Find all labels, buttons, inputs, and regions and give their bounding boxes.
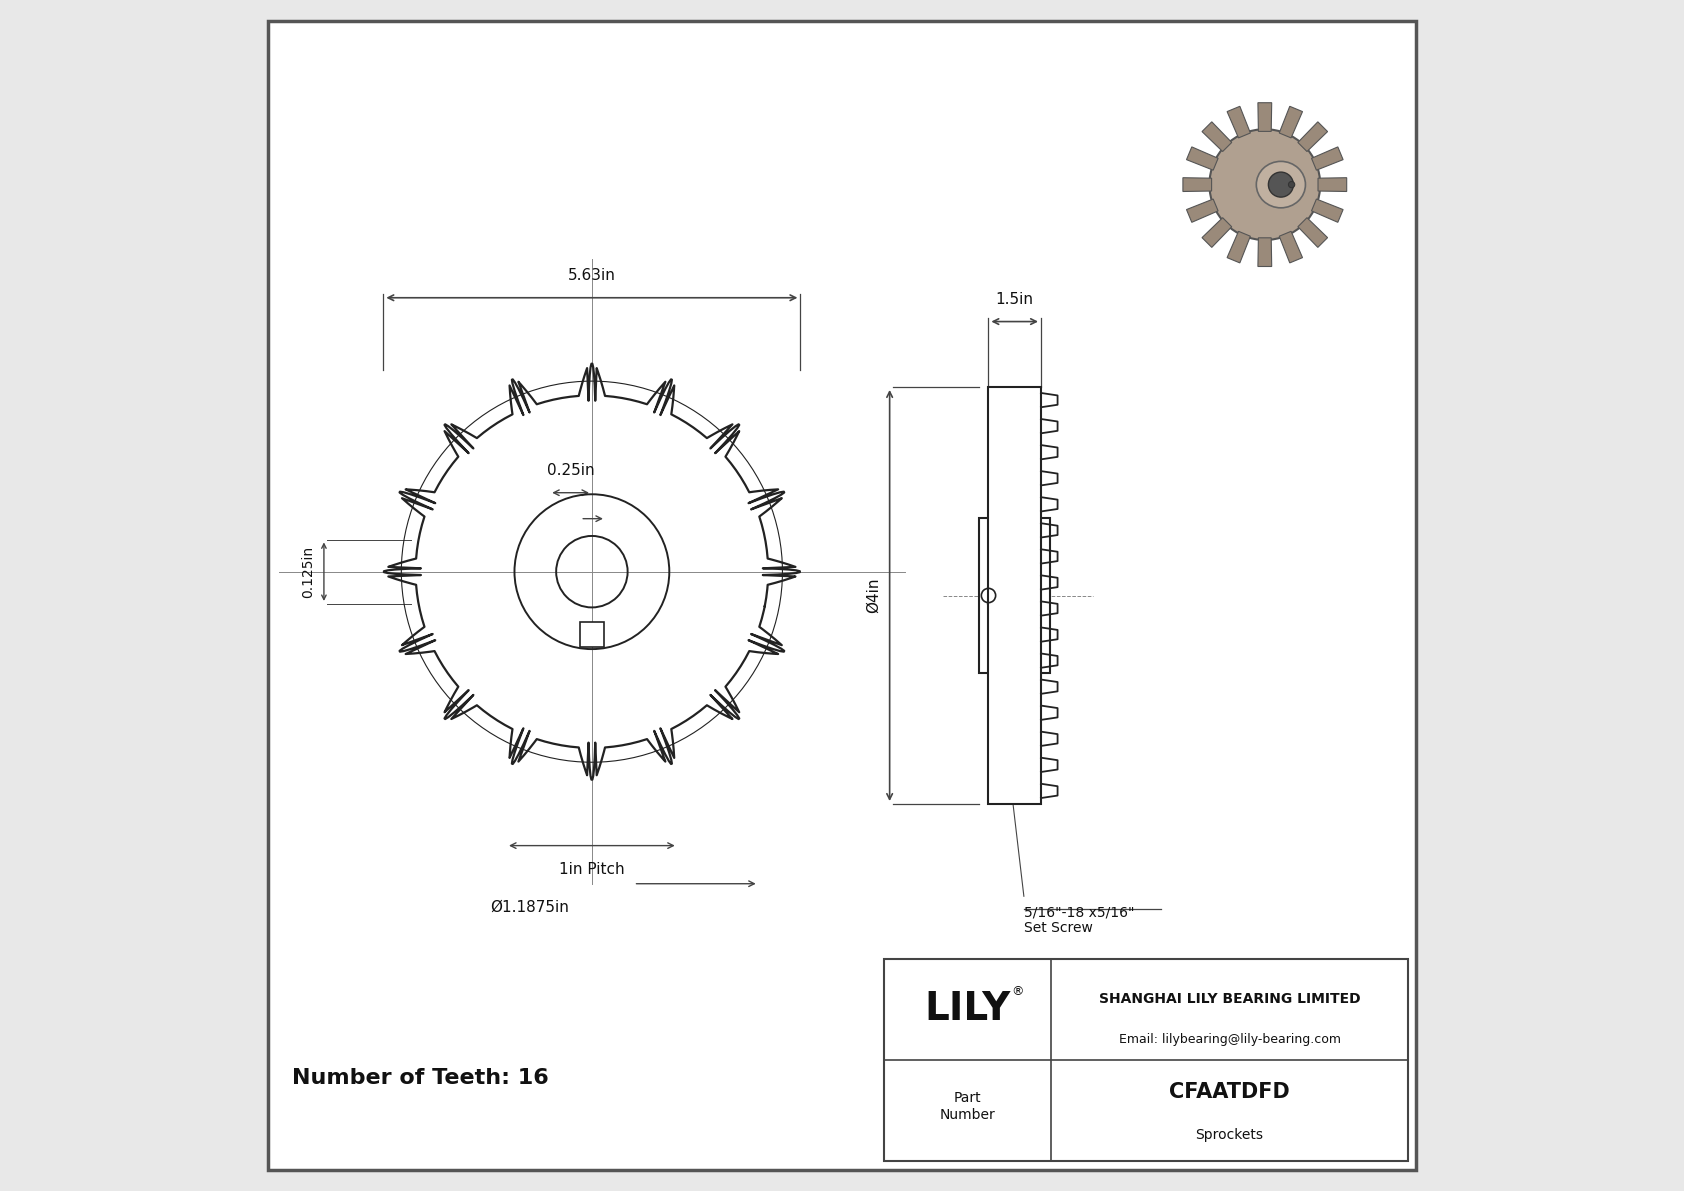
Text: 5/16"-18 x5/16"
Set Screw: 5/16"-18 x5/16" Set Screw — [1024, 905, 1135, 935]
Text: 0.25in: 0.25in — [547, 463, 594, 479]
Polygon shape — [1280, 231, 1302, 263]
Text: 1in Pitch: 1in Pitch — [559, 862, 625, 878]
Circle shape — [1268, 173, 1293, 197]
Text: Number of Teeth: 16: Number of Teeth: 16 — [291, 1068, 549, 1087]
Text: CFAATDFD: CFAATDFD — [1169, 1083, 1290, 1103]
Polygon shape — [1182, 177, 1211, 192]
Polygon shape — [1187, 199, 1218, 223]
Polygon shape — [1228, 231, 1251, 263]
Text: 1.5in: 1.5in — [995, 292, 1034, 307]
Bar — [989, 387, 1041, 804]
Polygon shape — [1202, 218, 1231, 248]
Polygon shape — [1258, 102, 1271, 131]
Circle shape — [1288, 181, 1295, 188]
Text: ®: ® — [1012, 985, 1024, 998]
Text: 0.125in: 0.125in — [301, 545, 315, 598]
Polygon shape — [1312, 146, 1344, 170]
Text: Ø1.1875in: Ø1.1875in — [490, 899, 569, 915]
Polygon shape — [1228, 106, 1251, 138]
Polygon shape — [1298, 121, 1327, 151]
Polygon shape — [1187, 146, 1218, 170]
Circle shape — [1209, 130, 1320, 241]
Text: Ø4in: Ø4in — [866, 578, 881, 613]
Text: SHANGHAI LILY BEARING LIMITED: SHANGHAI LILY BEARING LIMITED — [1098, 992, 1361, 1006]
Bar — [581, 622, 603, 647]
Polygon shape — [1202, 121, 1231, 151]
Polygon shape — [1258, 238, 1271, 267]
Polygon shape — [1319, 177, 1347, 192]
Ellipse shape — [1256, 162, 1305, 208]
Bar — [884, 959, 1408, 1161]
Polygon shape — [1312, 199, 1344, 223]
Text: LILY: LILY — [925, 991, 1010, 1028]
Text: Email: lilybearing@lily-bearing.com: Email: lilybearing@lily-bearing.com — [1118, 1034, 1340, 1046]
Polygon shape — [1298, 218, 1327, 248]
Text: 5.63in: 5.63in — [568, 268, 616, 283]
Polygon shape — [1280, 106, 1302, 138]
Text: Part
Number: Part Number — [940, 1091, 995, 1122]
Text: Sprockets: Sprockets — [1196, 1128, 1263, 1142]
Bar — [978, 518, 1051, 673]
